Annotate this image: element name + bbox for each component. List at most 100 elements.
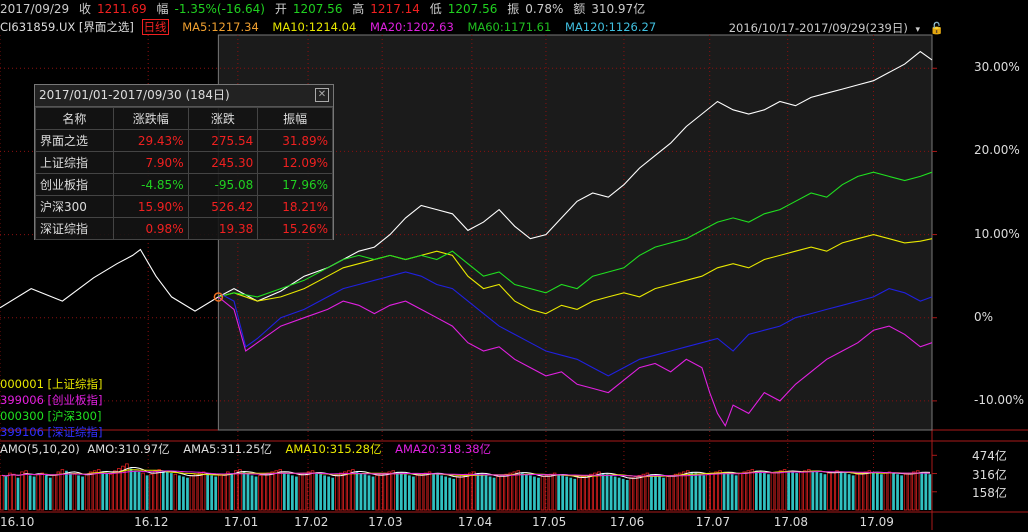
compare-legend: 000001 [上证综指] 399006 [创业板指] 000300 [沪深30… [0, 376, 103, 440]
ama20-value: AMA20:318.38亿 [395, 442, 492, 456]
volume-bar [149, 473, 153, 511]
stats-panel-header: 2017/01/01-2017/09/30 (184日) ✕ [35, 85, 333, 107]
row-amp: 12.09% [257, 151, 333, 174]
volume-bar [40, 472, 44, 511]
row-amp: 31.89% [257, 129, 333, 152]
volume-bar [96, 469, 101, 511]
stats-title: 2017/01/01-2017/09/30 (184日) [39, 88, 230, 102]
volume-bar [476, 473, 480, 510]
volume-bar [323, 475, 327, 510]
legend-item-sz[interactable]: 399106 [深证综指] [0, 425, 103, 439]
volume-bar [129, 468, 133, 510]
volume-bar [928, 474, 932, 510]
volume-bar [569, 477, 573, 510]
close-value: 1211.69 [97, 2, 147, 16]
legend-item-cyb[interactable]: 399006 [创业板指] [0, 393, 103, 407]
y-tick-label: 10.00% [974, 226, 1020, 241]
volume-bar [238, 469, 242, 511]
volume-bar [186, 477, 189, 510]
volume-bar [835, 470, 839, 511]
legend-item-sh[interactable]: 000001 [上证综指] [0, 377, 103, 391]
volume-bar [629, 477, 634, 511]
volume-bar [161, 470, 165, 510]
row-name: 界面之选 [35, 129, 114, 152]
date-range-selector[interactable]: 2016/10/17-2017/09/29(239日) ▾ 🔓 [729, 20, 944, 36]
volume-bar [436, 474, 439, 510]
volume-bar [508, 472, 512, 511]
series-line-2 [218, 171, 933, 298]
row-amp: 15.26% [257, 217, 333, 240]
period-selector[interactable]: 日线 [141, 19, 169, 35]
volume-ma5-line [1, 467, 931, 479]
y-tick-label: -10.00% [974, 392, 1025, 407]
volume-bar [250, 475, 254, 510]
volume-bar [4, 476, 8, 510]
volume-bar [746, 470, 751, 511]
table-row[interactable]: 界面之选 29.43% 275.54 31.89% [35, 129, 333, 152]
volume-bar [883, 472, 888, 511]
chevron-down-icon[interactable]: ▾ [915, 25, 921, 35]
volume-bar [298, 473, 303, 511]
volume-bar [924, 473, 928, 510]
row-name: 上证综指 [35, 151, 114, 174]
volume-bar [137, 471, 141, 510]
row-pct: 15.90% [112, 195, 189, 218]
period-stats-panel: 2017/01/01-2017/09/30 (184日) ✕ 名称 涨跌幅 涨跌… [34, 84, 334, 240]
volume-bar [597, 471, 601, 511]
x-tick-label: 17.09 [859, 515, 894, 529]
lock-icon[interactable]: 🔓 [929, 21, 944, 35]
row-amp: 17.96% [257, 173, 333, 196]
volume-bar [795, 473, 799, 510]
x-tick-label: 16.12 [134, 515, 169, 529]
volume-bar [609, 475, 613, 510]
volume-bar [613, 476, 617, 510]
volume-bar [351, 469, 355, 511]
volume-bar [911, 471, 916, 511]
volume-bar [782, 469, 787, 511]
close-label: 收 [79, 2, 92, 16]
volume-bar [399, 473, 403, 510]
volume-bar [282, 473, 286, 510]
volume-bar [427, 471, 432, 511]
table-row[interactable]: 深证综指 0.98% 19.38 15.26% [35, 217, 333, 240]
volume-bar [60, 469, 65, 511]
volume-bar [48, 477, 52, 510]
volume-bar [698, 474, 702, 510]
close-icon[interactable]: ✕ [315, 88, 329, 102]
volume-bar [694, 473, 698, 510]
volume-bar [92, 470, 97, 511]
volume-bar [359, 473, 363, 510]
volume-bar [214, 476, 218, 510]
volume-bar [625, 480, 629, 510]
volume-bar [759, 471, 762, 510]
volume-bar [787, 470, 790, 510]
volume-bar [811, 470, 815, 510]
volume-bar [460, 474, 464, 511]
volume-bar [419, 473, 424, 511]
table-row[interactable]: 沪深300 15.90% 526.42 18.21% [35, 195, 333, 218]
volume-bar [677, 472, 682, 511]
volume-bar [258, 474, 262, 511]
volume-bar [525, 474, 528, 510]
volume-bar [36, 473, 40, 511]
volume-bar [920, 471, 924, 510]
volume-bar [665, 476, 670, 511]
volume-bar [774, 471, 779, 511]
volume-bar [113, 470, 117, 511]
x-tick-label: 17.04 [457, 515, 493, 529]
table-row[interactable]: 上证综指 7.90% 245.30 12.09% [35, 151, 333, 174]
legend-item-hs300[interactable]: 000300 [沪深300] [0, 409, 102, 423]
volume-bar [407, 475, 411, 510]
volume-bar [685, 470, 690, 511]
table-row[interactable]: 创业板指 -4.85% -95.08 17.96% [35, 173, 333, 196]
volume-bar [557, 474, 561, 510]
volume-bar [770, 472, 775, 511]
volume-bar [234, 470, 238, 511]
volume-bar [423, 472, 428, 511]
volume-bar [726, 473, 730, 510]
volume-bar [178, 475, 181, 510]
security-name[interactable]: CI631859.UX [界面之选] [0, 20, 134, 34]
series-line-3 [218, 296, 933, 428]
volume-bar [472, 471, 476, 511]
volume-bar [262, 473, 266, 511]
